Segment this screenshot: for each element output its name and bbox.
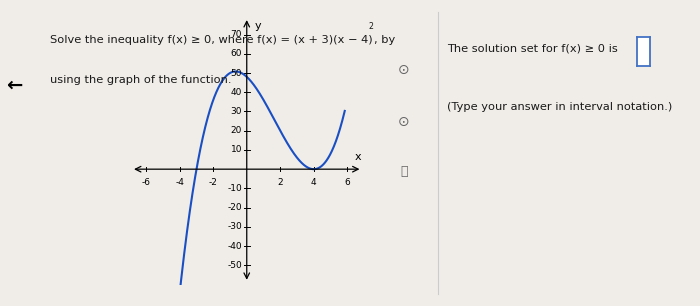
- Text: 70: 70: [230, 30, 242, 39]
- Text: 4: 4: [311, 178, 316, 187]
- Text: -30: -30: [228, 222, 242, 231]
- Text: 10: 10: [230, 145, 242, 155]
- Text: 40: 40: [231, 88, 242, 97]
- Text: using the graph of the function.: using the graph of the function.: [50, 75, 232, 84]
- Text: -10: -10: [228, 184, 242, 193]
- Text: -6: -6: [141, 178, 150, 187]
- Text: -20: -20: [228, 203, 242, 212]
- Text: 2: 2: [277, 178, 283, 187]
- Text: ⊙: ⊙: [398, 63, 409, 77]
- Text: Solve the inequality f(x) ≥ 0, where f(x) = (x + 3)(x − 4): Solve the inequality f(x) ≥ 0, where f(x…: [50, 35, 373, 45]
- Text: 20: 20: [231, 126, 242, 135]
- Text: 50: 50: [230, 69, 242, 77]
- Text: (Type your answer in interval notation.): (Type your answer in interval notation.): [447, 102, 672, 112]
- Text: 30: 30: [230, 107, 242, 116]
- Text: x: x: [355, 152, 361, 162]
- Text: ⊙: ⊙: [398, 115, 409, 129]
- Text: -2: -2: [209, 178, 218, 187]
- Text: 6: 6: [344, 178, 350, 187]
- Text: y: y: [255, 21, 262, 31]
- Text: The solution set for f(x) ≥ 0 is: The solution set for f(x) ≥ 0 is: [447, 44, 617, 54]
- Text: 2: 2: [369, 21, 374, 31]
- Text: 60: 60: [230, 49, 242, 58]
- Text: , by: , by: [374, 35, 395, 45]
- Text: -50: -50: [228, 261, 242, 270]
- Text: -4: -4: [175, 178, 184, 187]
- Text: ←: ←: [6, 76, 22, 95]
- Text: ⬜: ⬜: [400, 165, 407, 178]
- Text: -40: -40: [228, 242, 242, 251]
